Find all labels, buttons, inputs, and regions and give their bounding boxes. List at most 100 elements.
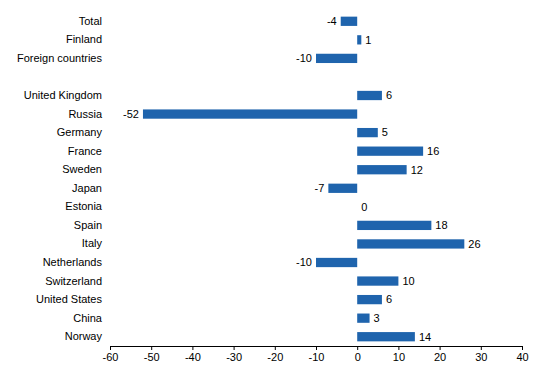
y-tick-label: Japan: [72, 182, 102, 194]
x-tick: -60: [103, 346, 119, 363]
y-tick-label: Estonia: [65, 200, 103, 212]
x-tick-label: -20: [267, 351, 283, 363]
data-label: 10: [402, 275, 414, 287]
bar: [357, 202, 358, 211]
y-tick-label: Russia: [68, 108, 103, 120]
x-tick-mark: [275, 346, 276, 350]
x-tick-label: -30: [226, 351, 242, 363]
y-tick: Norway: [65, 330, 103, 342]
x-axis: -60 -50 -40 -30 -20 -10 0 10 20 30 40: [103, 346, 529, 363]
x-tick-label: 30: [475, 351, 487, 363]
x-tick: -10: [309, 346, 325, 363]
x-tick-label: 40: [516, 351, 528, 363]
y-tick: Foreign countries: [17, 52, 102, 64]
x-tick: -40: [185, 346, 201, 363]
data-label: 0: [361, 201, 367, 213]
y-tick-label: Foreign countries: [17, 52, 102, 64]
y-tick: France: [68, 145, 102, 157]
data-label: -10: [296, 256, 312, 268]
data-label: 3: [374, 312, 380, 324]
x-tick-label: 10: [393, 351, 405, 363]
x-tick-label: 20: [434, 351, 446, 363]
x-tick: 20: [434, 346, 446, 363]
y-tick: Estonia: [65, 200, 103, 212]
plot: -60-50-40-30-20-10010203040TotalFinlandF…: [17, 15, 529, 363]
x-tick-label: -50: [144, 351, 160, 363]
data-label: 14: [419, 331, 431, 343]
y-tick: Sweden: [62, 163, 102, 175]
y-tick-label: Total: [79, 15, 102, 27]
y-tick: United States: [36, 293, 103, 305]
x-tick-mark: [481, 346, 482, 350]
x-tick: 0: [355, 346, 361, 363]
y-tick: Japan: [72, 182, 102, 194]
x-tick: -30: [226, 346, 242, 363]
y-tick-label: China: [73, 312, 103, 324]
x-tick-label: -40: [185, 351, 201, 363]
data-label: 16: [427, 145, 439, 157]
bar: [357, 332, 415, 341]
x-tick-mark: [110, 346, 111, 350]
bar: [357, 239, 464, 248]
data-label: 1: [365, 34, 371, 46]
y-tick: United Kingdom: [24, 89, 102, 101]
y-tick-label: Italy: [82, 237, 103, 249]
x-tick-mark: [192, 346, 193, 350]
bar: [357, 314, 369, 323]
x-tick-label: -60: [103, 351, 119, 363]
y-tick: Netherlands: [43, 256, 103, 268]
x-tick-label: -10: [309, 351, 325, 363]
data-label: -7: [315, 182, 325, 194]
x-tick: -50: [144, 346, 160, 363]
y-tick: Spain: [74, 219, 102, 231]
y-tick-label: United Kingdom: [24, 89, 102, 101]
bar: [143, 109, 357, 118]
x-tick-mark: [522, 346, 523, 350]
data-label: 5: [382, 126, 388, 138]
data-label: 12: [411, 164, 423, 176]
bar: [357, 35, 361, 44]
bar: [341, 17, 357, 26]
bar: [357, 221, 431, 230]
y-tick-label: Switzerland: [45, 275, 102, 287]
x-tick-mark: [357, 346, 358, 350]
y-tick-label: Germany: [57, 126, 103, 138]
bar: [357, 295, 382, 304]
bar: [316, 54, 357, 63]
bar: [357, 147, 423, 156]
y-tick: Russia: [68, 108, 103, 120]
y-tick-label: Finland: [66, 33, 102, 45]
x-tick: 30: [475, 346, 487, 363]
bar: [357, 91, 382, 100]
bar: [357, 165, 406, 174]
data-label: -52: [123, 108, 139, 120]
y-tick-label: United States: [36, 293, 103, 305]
y-tick: China: [73, 312, 103, 324]
y-tick: Switzerland: [45, 275, 102, 287]
x-tick-mark: [234, 346, 235, 350]
data-label: -10: [296, 52, 312, 64]
y-tick: Italy: [82, 237, 103, 249]
y-tick-label: Norway: [65, 330, 103, 342]
y-tick-label: Spain: [74, 219, 102, 231]
x-tick-label: 0: [355, 351, 361, 363]
x-tick-mark: [398, 346, 399, 350]
data-label: 6: [386, 293, 392, 305]
data-label: 18: [435, 219, 447, 231]
x-tick-mark: [440, 346, 441, 350]
y-axis: Total Finland Foreign countries United King…: [17, 15, 103, 342]
data-label: -4: [327, 15, 337, 27]
x-tick: 10: [393, 346, 405, 363]
x-tick-mark: [316, 346, 317, 350]
data-labels: -41-106-5251612-701826-10106314: [123, 15, 481, 342]
bars: [143, 17, 464, 342]
data-label: 26: [468, 238, 480, 250]
x-tick: 40: [516, 346, 528, 363]
bar: [316, 258, 357, 267]
x-tick-mark: [151, 346, 152, 350]
bar: [328, 184, 357, 193]
bar: [357, 128, 378, 137]
x-tick: -20: [267, 346, 283, 363]
x-axis-line: [111, 347, 523, 351]
y-tick-label: Netherlands: [43, 256, 103, 268]
